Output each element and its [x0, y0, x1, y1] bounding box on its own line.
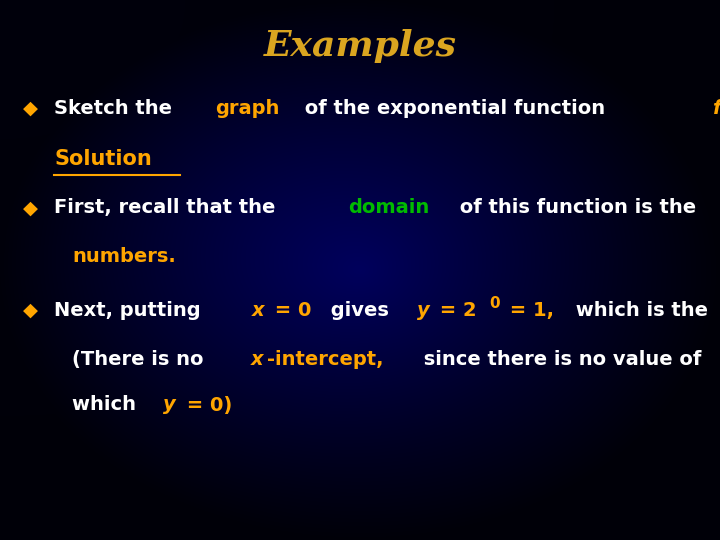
- Text: -intercept,: -intercept,: [266, 349, 383, 369]
- Text: which: which: [72, 395, 143, 415]
- Text: numbers.: numbers.: [72, 247, 176, 266]
- Text: ◆: ◆: [23, 301, 37, 320]
- Text: = 1,: = 1,: [503, 301, 554, 320]
- Text: = 2: = 2: [433, 301, 477, 320]
- Text: ◆: ◆: [23, 98, 37, 118]
- Text: Solution: Solution: [54, 149, 152, 170]
- Text: (There is no: (There is no: [72, 349, 210, 369]
- Text: = 0: = 0: [268, 301, 312, 320]
- Text: First, recall that the: First, recall that the: [54, 198, 282, 218]
- Text: x: x: [252, 301, 264, 320]
- Text: graph: graph: [215, 98, 279, 118]
- Text: of this function is the: of this function is the: [453, 198, 703, 218]
- Text: since there is no value of: since there is no value of: [417, 349, 708, 369]
- Text: ◆: ◆: [23, 198, 37, 218]
- Text: gives: gives: [324, 301, 396, 320]
- Text: = 0): = 0): [180, 395, 232, 415]
- Text: which is the: which is the: [569, 301, 714, 320]
- Text: domain: domain: [348, 198, 430, 218]
- Text: f(x): f(x): [712, 98, 720, 118]
- Text: x: x: [251, 349, 263, 369]
- Text: y: y: [417, 301, 429, 320]
- Text: Sketch the: Sketch the: [54, 98, 179, 118]
- Text: Examples: Examples: [264, 29, 456, 63]
- Text: of the exponential function: of the exponential function: [298, 98, 618, 118]
- Text: Next, putting: Next, putting: [54, 301, 207, 320]
- Text: 0: 0: [490, 296, 500, 311]
- Text: y: y: [163, 395, 176, 415]
